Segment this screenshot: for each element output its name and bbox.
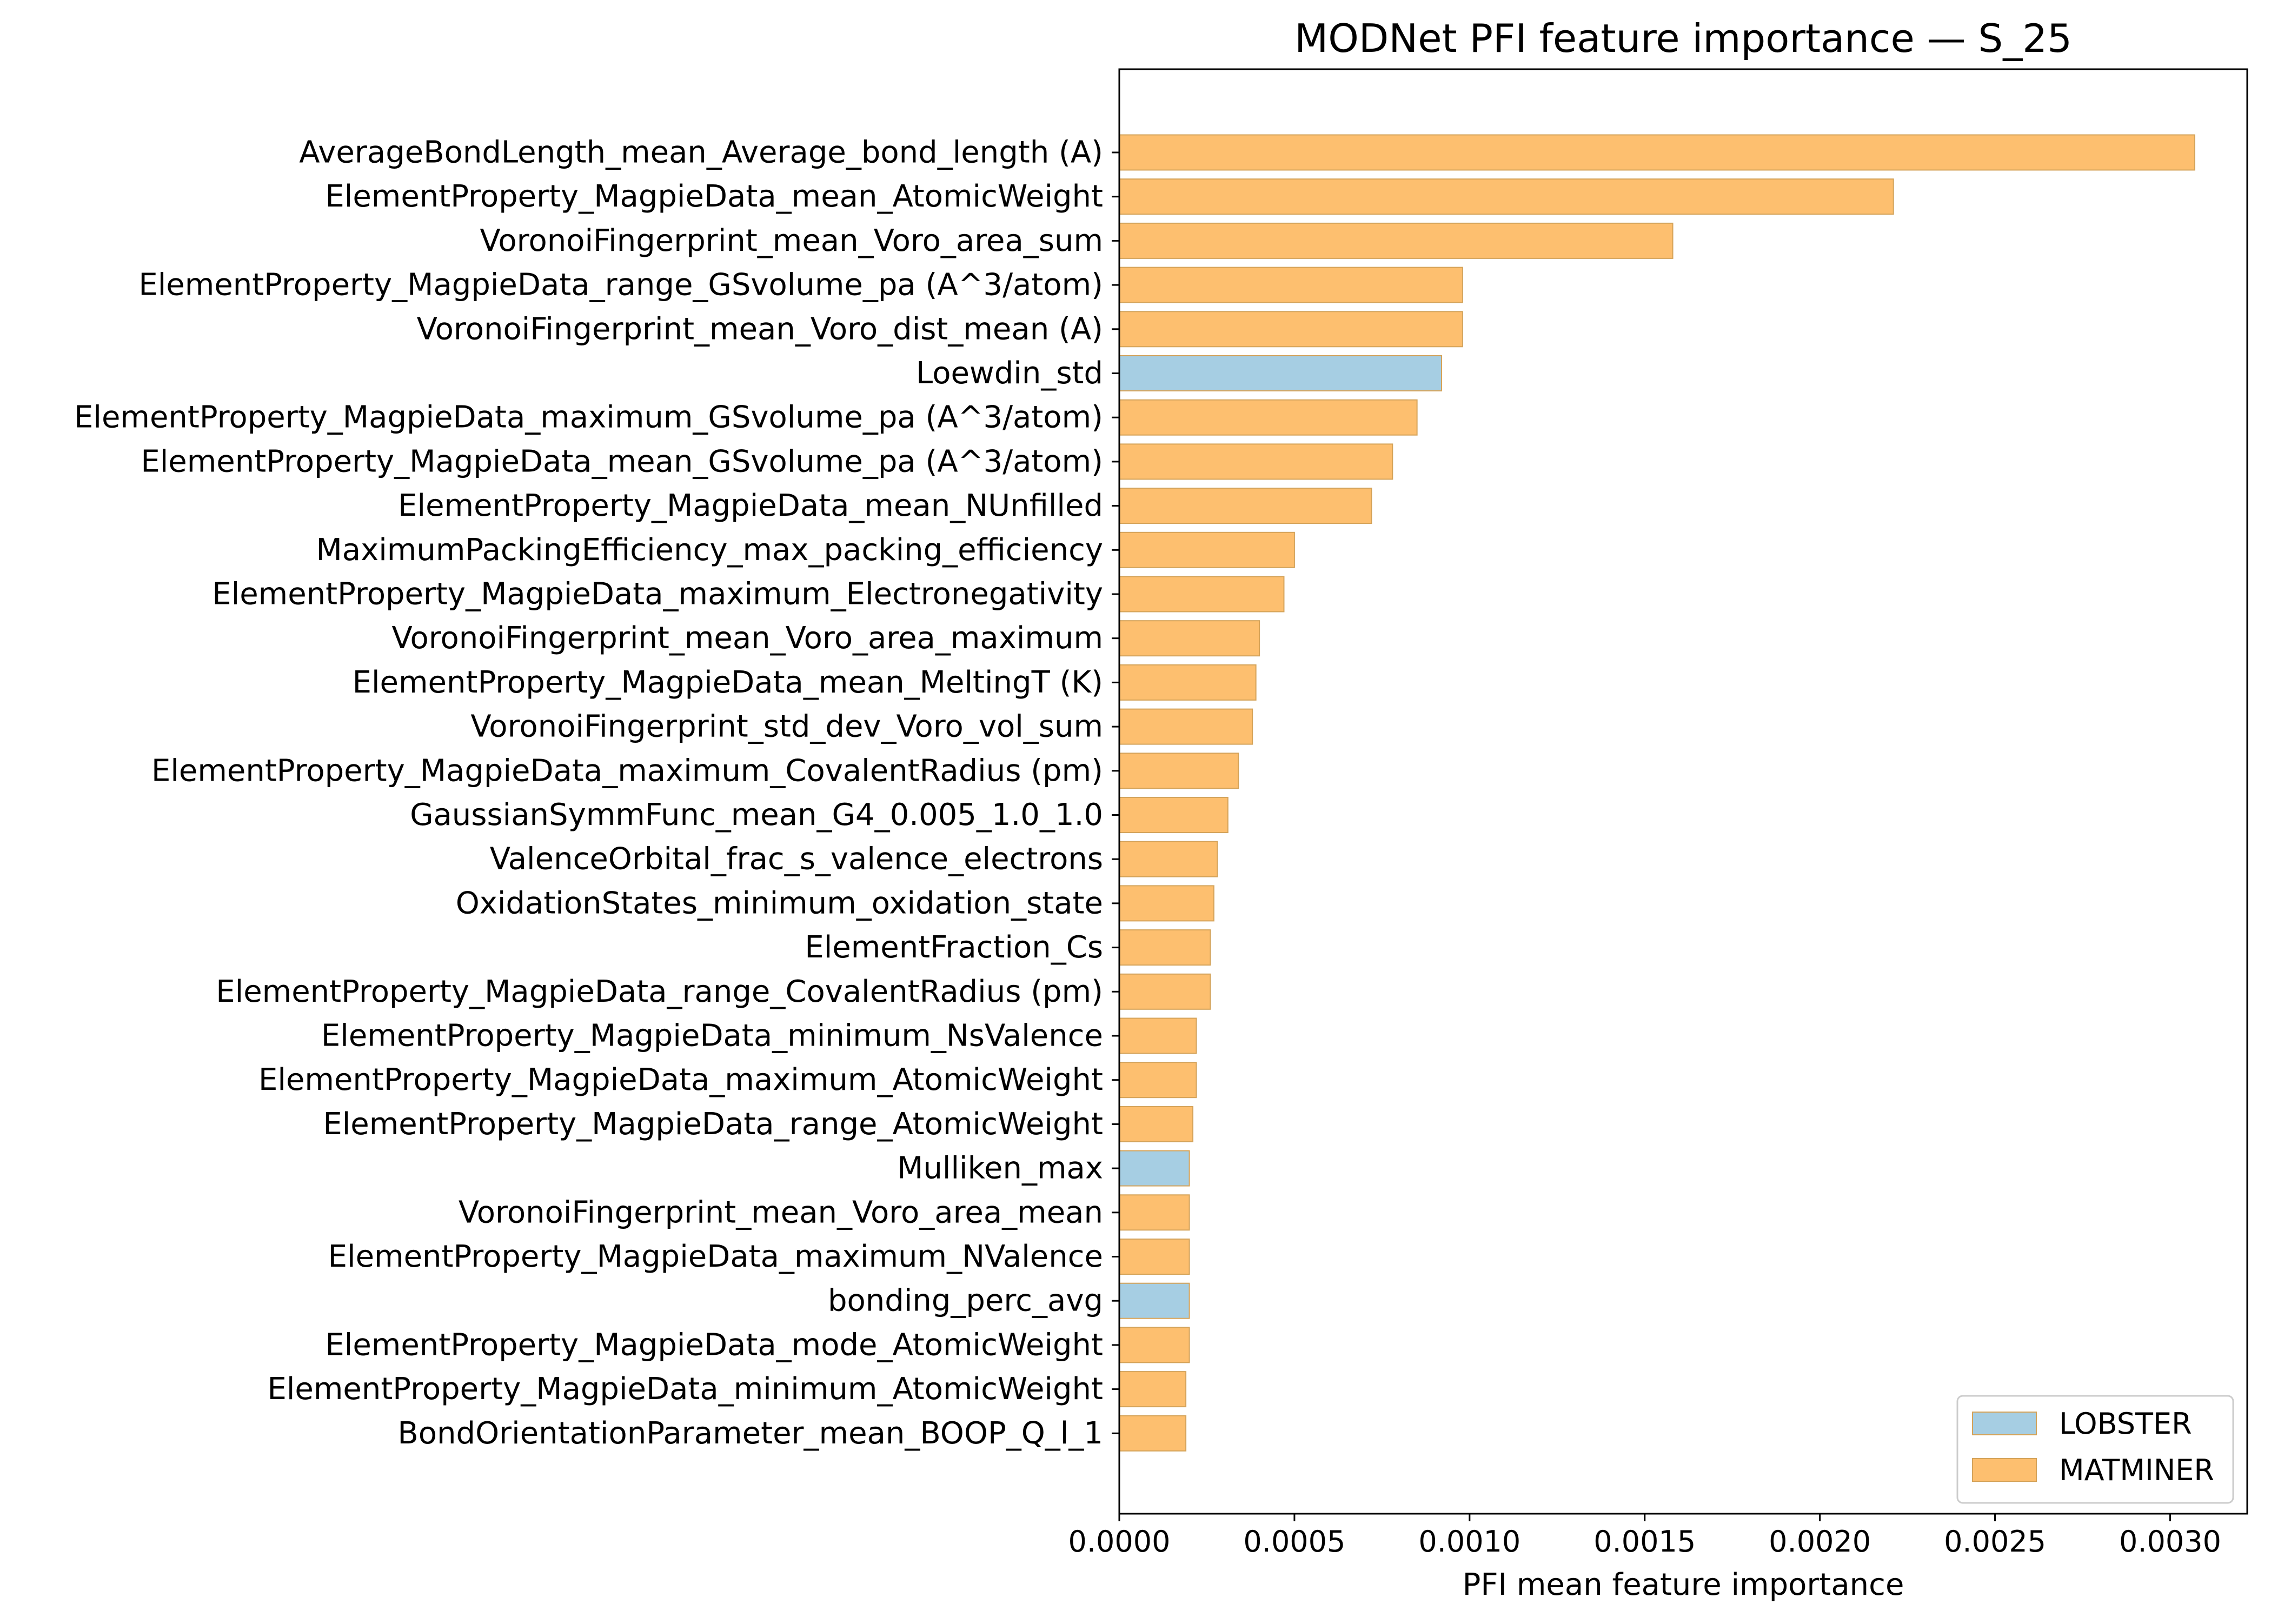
category-label: GaussianSymmFunc_mean_G4_0.005_1.0_1.0 bbox=[410, 797, 1103, 833]
category-label: ElementProperty_MagpieData_mean_NUnfille… bbox=[398, 488, 1103, 523]
bar-maximumpackingefficiency-max-packing-efficiency bbox=[1119, 531, 1295, 568]
category-label: ElementProperty_MagpieData_mode_AtomicWe… bbox=[325, 1327, 1103, 1362]
legend-swatch-lobster bbox=[1972, 1412, 2037, 1435]
bar-loewdin-std bbox=[1119, 355, 1442, 391]
bar-voronoifingerprint-mean-voro-area-sum bbox=[1119, 222, 1674, 259]
category-label: bonding_perc_avg bbox=[828, 1283, 1103, 1319]
bar-gaussiansymmfunc-mean-g4-0-005-1-0-1-0 bbox=[1119, 797, 1229, 833]
bar-valenceorbital-frac-s-valence-electrons bbox=[1119, 841, 1218, 877]
category-label: ElementProperty_MagpieData_mean_MeltingT… bbox=[353, 665, 1103, 700]
legend-swatch-matminer bbox=[1972, 1458, 2037, 1482]
bar-elementproperty-magpiedata-range-covalentradius-pm bbox=[1119, 973, 1211, 1010]
bar-elementproperty-magpiedata-maximum-electronegativity bbox=[1119, 576, 1285, 613]
bar-elementproperty-magpiedata-mean-atomicweight bbox=[1119, 178, 1894, 215]
bar-elementproperty-magpiedata-range-atomicweight bbox=[1119, 1106, 1194, 1142]
category-label: ElementProperty_MagpieData_minimum_Atomi… bbox=[267, 1372, 1103, 1407]
bars-group bbox=[1119, 134, 2195, 1452]
bar-elementproperty-magpiedata-range-gsvolume-pa-a-3-atom bbox=[1119, 267, 1463, 303]
bar-elementproperty-magpiedata-mode-atomicweight bbox=[1119, 1327, 1190, 1363]
bar-bondorientationparameter-mean-boop-q-l-1 bbox=[1119, 1415, 1187, 1452]
bar-elementproperty-magpiedata-maximum-gsvolume-pa-a-3-atom bbox=[1119, 399, 1418, 436]
bar-elementproperty-magpiedata-maximum-covalentradius-pm bbox=[1119, 753, 1239, 789]
bar-elementproperty-magpiedata-mean-gsvolume-pa-a-3-atom bbox=[1119, 443, 1393, 480]
category-label: VoronoiFingerprint_std_dev_Voro_vol_sum bbox=[470, 709, 1103, 744]
x-tick-label: 0.0020 bbox=[1769, 1525, 1871, 1559]
legend: LOBSTER MATMINER bbox=[1956, 1395, 2234, 1504]
category-label: VoronoiFingerprint_mean_Voro_area_sum bbox=[480, 223, 1103, 258]
bar-bonding-perc-avg bbox=[1119, 1282, 1190, 1319]
category-label: AverageBondLength_mean_Average_bond_leng… bbox=[299, 135, 1103, 170]
bar-voronoifingerprint-mean-voro-area-maximum bbox=[1119, 620, 1260, 657]
x-axis-label: PFI mean feature importance bbox=[1463, 1567, 1904, 1602]
category-label: ElementProperty_MagpieData_mean_AtomicWe… bbox=[325, 179, 1103, 214]
bar-voronoifingerprint-mean-voro-area-mean bbox=[1119, 1194, 1190, 1231]
bar-elementproperty-magpiedata-minimum-nsvalence bbox=[1119, 1017, 1197, 1054]
bar-mulliken-max bbox=[1119, 1150, 1190, 1187]
bar-oxidationstates-minimum-oxidation-state bbox=[1119, 885, 1214, 922]
x-tick-label: 0.0005 bbox=[1243, 1525, 1345, 1559]
category-label: ElementProperty_MagpieData_maximum_Coval… bbox=[151, 753, 1103, 788]
bar-voronoifingerprint-mean-voro-dist-mean-a bbox=[1119, 311, 1463, 348]
category-label: ElementProperty_MagpieData_minimum_NsVal… bbox=[321, 1019, 1103, 1054]
x-tick-label: 0.0025 bbox=[1944, 1525, 2046, 1559]
category-label: BondOrientationParameter_mean_BOOP_Q_l_1 bbox=[397, 1416, 1103, 1451]
category-label: ElementProperty_MagpieData_maximum_Atomi… bbox=[258, 1062, 1103, 1097]
category-label: ValenceOrbital_frac_s_valence_electrons bbox=[490, 842, 1103, 877]
category-label: MaximumPackingEfficiency_max_packing_eff… bbox=[316, 533, 1103, 568]
legend-label-lobster: LOBSTER bbox=[2059, 1407, 2192, 1441]
category-label: VoronoiFingerprint_mean_Voro_dist_mean (… bbox=[417, 311, 1103, 347]
chart-title: MODNet PFI feature importance — S_25 bbox=[1294, 16, 2072, 61]
plot-area-frame bbox=[1118, 68, 2248, 1515]
category-label: Mulliken_max bbox=[897, 1151, 1103, 1186]
category-label: ElementProperty_MagpieData_maximum_NVale… bbox=[328, 1239, 1103, 1274]
bar-voronoifingerprint-std-dev-voro-vol-sum bbox=[1119, 708, 1253, 745]
category-label: ElementProperty_MagpieData_range_GSvolum… bbox=[138, 268, 1103, 303]
x-tick-label: 0.0010 bbox=[1418, 1525, 1520, 1559]
bar-elementproperty-magpiedata-minimum-atomicweight bbox=[1119, 1371, 1187, 1408]
category-label: VoronoiFingerprint_mean_Voro_area_mean bbox=[459, 1195, 1103, 1230]
category-label: ElementProperty_MagpieData_maximum_GSvol… bbox=[74, 400, 1103, 435]
category-label: OxidationStates_minimum_oxidation_state bbox=[456, 886, 1103, 921]
x-tick-label: 0.0030 bbox=[2119, 1525, 2221, 1559]
bar-averagebondlength-mean-average-bond-length-a bbox=[1119, 134, 2195, 171]
x-tick-label: 0.0015 bbox=[1593, 1525, 1696, 1559]
category-label: VoronoiFingerprint_mean_Voro_area_maximu… bbox=[391, 621, 1103, 656]
x-axis-ticks: 0.0000 0.0005 0.0010 0.0015 0.0020 0.0025 0.00… bbox=[1068, 1514, 2221, 1559]
bar-elementproperty-magpiedata-maximum-nvalence bbox=[1119, 1239, 1190, 1275]
category-label: ElementProperty_MagpieData_mean_GSvolume… bbox=[141, 444, 1103, 479]
bar-elementproperty-magpiedata-mean-meltingt-k bbox=[1119, 664, 1257, 701]
bar-elementproperty-magpiedata-mean-nunfilled bbox=[1119, 488, 1372, 524]
legend-label-matminer: MATMINER bbox=[2059, 1453, 2214, 1487]
bar-elementfraction-cs bbox=[1119, 929, 1211, 966]
category-label: Loewdin_std bbox=[916, 356, 1103, 391]
category-labels: AverageBondLength_mean_Average_bond_leng… bbox=[74, 135, 1119, 1451]
category-label: ElementProperty_MagpieData_range_AtomicW… bbox=[323, 1107, 1103, 1142]
x-tick-label: 0.0000 bbox=[1068, 1525, 1171, 1559]
bar-elementproperty-magpiedata-maximum-atomicweight bbox=[1119, 1062, 1197, 1099]
category-label: ElementFraction_Cs bbox=[805, 930, 1103, 965]
category-label: ElementProperty_MagpieData_maximum_Elect… bbox=[212, 577, 1103, 612]
category-label: ElementProperty_MagpieData_range_Covalen… bbox=[216, 974, 1103, 1009]
